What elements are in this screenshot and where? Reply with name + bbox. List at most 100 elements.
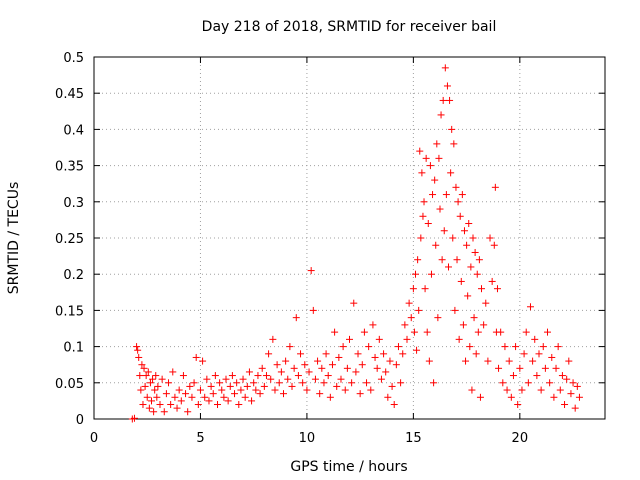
data-point — [468, 386, 476, 394]
data-point — [467, 263, 475, 271]
data-point — [363, 379, 371, 387]
data-point — [303, 386, 311, 394]
data-point — [173, 404, 181, 412]
data-point — [199, 357, 207, 365]
data-point — [140, 364, 148, 372]
data-point — [333, 382, 341, 390]
data-point — [567, 390, 575, 398]
data-point — [490, 241, 498, 249]
data-point — [275, 379, 283, 387]
data-point — [134, 346, 142, 354]
data-point — [165, 379, 173, 387]
data-point — [514, 401, 522, 409]
data-point — [254, 372, 262, 380]
data-point — [356, 390, 364, 398]
data-point — [260, 382, 268, 390]
data-point — [453, 256, 461, 264]
data-point — [417, 234, 425, 242]
data-point — [339, 343, 347, 351]
data-point — [426, 162, 434, 170]
data-point — [464, 292, 472, 300]
data-point — [196, 386, 204, 394]
data-point — [175, 386, 183, 394]
data-point — [358, 361, 366, 369]
data-point — [425, 357, 433, 365]
data-point — [439, 96, 447, 104]
data-point — [371, 353, 379, 361]
data-point — [226, 382, 234, 390]
x-tick-label: 15 — [405, 431, 422, 446]
data-point — [471, 248, 479, 256]
data-point — [192, 353, 200, 361]
data-point — [448, 125, 456, 133]
data-point — [314, 357, 322, 365]
data-point — [403, 335, 411, 343]
data-point — [554, 343, 562, 351]
data-point — [188, 393, 196, 401]
y-tick-label: 0.45 — [55, 87, 84, 102]
data-point — [419, 212, 427, 220]
data-point — [152, 372, 160, 380]
y-tick-label: 0.5 — [63, 51, 84, 66]
data-point — [150, 408, 158, 416]
data-point — [256, 390, 264, 398]
y-axis-label: SRMTID / TECUs — [6, 182, 22, 295]
data-point — [243, 382, 251, 390]
data-point — [341, 386, 349, 394]
data-point — [497, 328, 505, 336]
data-point — [237, 386, 245, 394]
data-point — [571, 404, 579, 412]
data-point — [442, 191, 450, 199]
data-point — [418, 169, 426, 177]
data-point — [522, 328, 530, 336]
data-point — [470, 314, 478, 322]
data-point — [282, 357, 290, 365]
data-point — [573, 382, 581, 390]
data-point — [167, 401, 175, 409]
data-point — [454, 198, 462, 206]
data-point — [135, 353, 143, 361]
data-point — [318, 364, 326, 372]
data-point — [460, 227, 468, 235]
data-point — [147, 397, 155, 405]
data-point — [465, 220, 473, 228]
data-points — [128, 64, 583, 423]
data-point — [271, 386, 279, 394]
data-point — [277, 368, 285, 376]
data-point — [401, 321, 409, 329]
data-point — [224, 397, 232, 405]
data-point — [354, 350, 362, 358]
data-point — [491, 183, 499, 191]
data-point — [248, 397, 256, 405]
y-tick-label: 0.05 — [55, 377, 84, 392]
data-point — [550, 393, 558, 401]
data-point — [369, 321, 377, 329]
data-point — [436, 205, 444, 213]
data-point — [367, 386, 375, 394]
data-point — [546, 379, 554, 387]
data-point — [231, 390, 239, 398]
data-point — [142, 372, 150, 380]
data-point — [446, 96, 454, 104]
data-point — [420, 198, 428, 206]
data-point — [529, 357, 537, 365]
data-point — [331, 328, 339, 336]
data-point — [267, 375, 275, 383]
data-point — [326, 393, 334, 401]
data-point — [201, 393, 209, 401]
data-point — [307, 267, 315, 275]
data-point — [472, 350, 480, 358]
chart-title: Day 218 of 2018, SRMTID for receiver bai… — [202, 19, 497, 35]
data-point — [169, 368, 177, 376]
data-point — [386, 357, 394, 365]
data-point — [434, 314, 442, 322]
y-tick-label: 0.2 — [63, 268, 84, 283]
data-point — [297, 350, 305, 358]
data-point — [484, 357, 492, 365]
data-point — [569, 379, 577, 387]
data-point — [535, 350, 543, 358]
data-point — [343, 364, 351, 372]
data-point — [563, 375, 571, 383]
y-tick-label: 0.25 — [55, 232, 84, 247]
